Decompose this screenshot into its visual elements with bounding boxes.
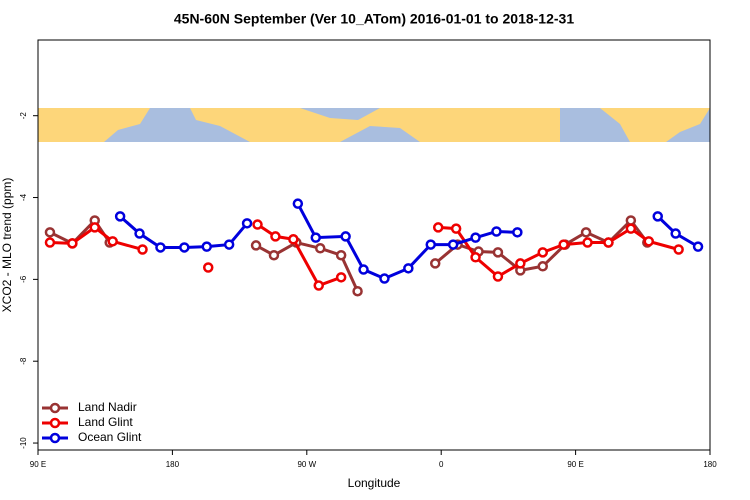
data-point (403, 263, 414, 274)
data-point (492, 271, 504, 282)
data-point (625, 215, 637, 226)
y-axis-label: XCO2 - MLO trend (ppm) (0, 178, 14, 313)
data-point (155, 242, 166, 253)
x-tick-label: 180 (703, 460, 717, 469)
data-point (352, 285, 363, 297)
legend-label: Land Glint (78, 415, 133, 429)
data-point (358, 264, 369, 275)
data-point (314, 243, 326, 254)
y-tick-label: -8 (19, 357, 28, 365)
data-point (114, 211, 126, 222)
data-point (310, 232, 322, 243)
plot-frame (37, 39, 711, 451)
data-point (429, 258, 441, 269)
data-point (292, 198, 304, 209)
data-point (89, 222, 100, 233)
data-point (603, 237, 614, 248)
data-point (379, 273, 390, 284)
data-point (137, 244, 148, 255)
data-point (179, 242, 190, 253)
legend-swatch-marker (49, 417, 61, 429)
x-tick-label: 90 E (30, 460, 46, 469)
data-point (202, 262, 214, 273)
data-point (491, 226, 502, 237)
x-tick-label: 90 W (297, 460, 316, 469)
data-point (692, 241, 704, 252)
data-point (537, 261, 548, 272)
data-point (580, 227, 592, 238)
data-point (335, 272, 347, 283)
data-point (470, 252, 481, 263)
data-point (241, 218, 253, 229)
y-tick-label: -4 (19, 193, 28, 201)
data-point (335, 249, 347, 261)
chart-title: 45N-60N September (Ver 10_ATom) 2016-01-… (174, 11, 574, 27)
data-point (44, 237, 56, 248)
data-point (270, 231, 281, 242)
data-point (67, 238, 78, 249)
legend-swatch-marker (49, 402, 61, 414)
y-tick-label: -6 (19, 275, 28, 283)
y-tick-label: -2 (19, 112, 28, 120)
data-point (223, 239, 235, 250)
data-point (432, 222, 444, 233)
map-land (38, 108, 710, 142)
data-point (492, 247, 504, 258)
data-point (250, 240, 262, 251)
data-point (450, 223, 462, 234)
x-tick-label: 0 (439, 460, 444, 469)
legend-label: Ocean Glint (78, 430, 142, 444)
data-point (652, 211, 663, 222)
data-point (313, 280, 324, 291)
data-point (288, 234, 299, 245)
data-point (558, 239, 569, 250)
data-point (625, 223, 637, 234)
data-point (582, 237, 593, 248)
x-tick-label: 180 (166, 460, 180, 469)
x-tick-label: 90 E (567, 460, 583, 469)
data-point (643, 236, 655, 247)
data-point (134, 228, 145, 239)
data-point (340, 231, 351, 242)
data-point (201, 241, 212, 252)
data-point (107, 236, 118, 247)
data-point (515, 258, 526, 269)
data-point (447, 239, 459, 250)
x-axis-label: Longitude (348, 476, 401, 490)
data-point (44, 227, 56, 238)
data-point (268, 249, 280, 261)
data-point (425, 239, 436, 250)
data-point (670, 228, 681, 239)
data-point (512, 227, 523, 238)
data-point (537, 247, 548, 258)
data-point (673, 244, 684, 255)
legend-label: Land Nadir (78, 400, 137, 414)
y-tick-label: -10 (19, 437, 28, 449)
legend-swatch-marker (49, 432, 61, 444)
data-point (252, 219, 263, 230)
data-point (470, 232, 481, 243)
